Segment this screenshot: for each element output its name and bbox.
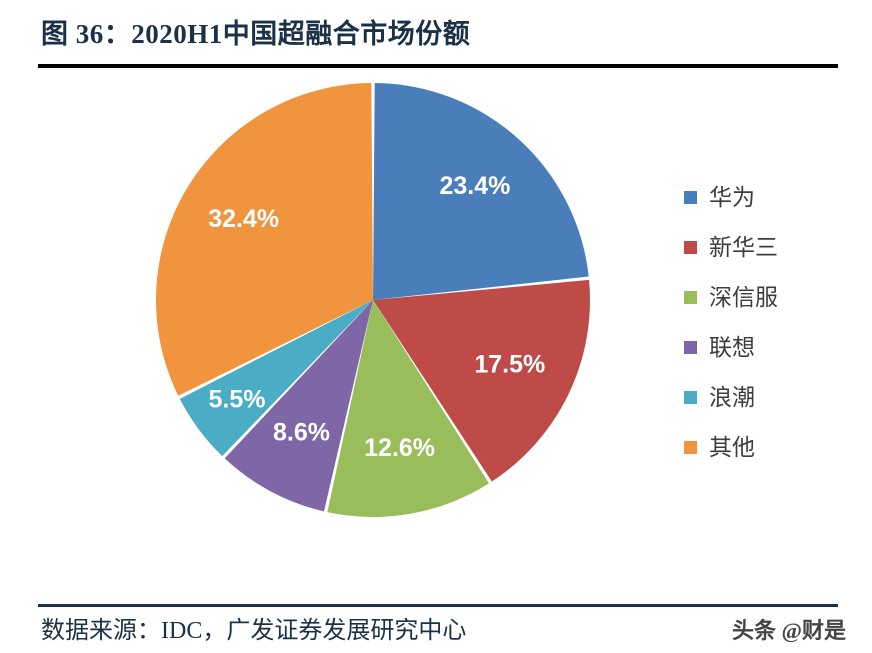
watermark: 头条 @财是	[732, 618, 846, 643]
legend-item-label: 浪潮	[709, 384, 755, 410]
legend-swatch-icon	[684, 390, 697, 404]
legend-item-浪潮[interactable]: 浪潮	[684, 372, 854, 422]
legend-item-其他[interactable]: 其他	[684, 422, 854, 472]
pie-slice-value-label: 32.4%	[208, 205, 279, 233]
legend-swatch-icon	[684, 190, 697, 204]
legend-swatch-icon	[684, 290, 697, 304]
legend-item-新华三[interactable]: 新华三	[684, 222, 854, 272]
legend-item-label: 华为	[709, 184, 755, 210]
source-note: 数据来源：IDC，广发证券发展研究中心	[41, 618, 467, 644]
legend-swatch-icon	[684, 440, 697, 454]
pie-slice-value-label: 23.4%	[439, 172, 510, 200]
pie-slice-value-label: 5.5%	[209, 385, 266, 413]
pie-chart-svg: 23.4% 17.5% 12.6% 8.6%5.5% 32.4%	[156, 83, 591, 518]
legend-item-label: 新华三	[709, 234, 778, 260]
legend-swatch-icon	[684, 340, 697, 354]
pie-chart: 23.4% 17.5% 12.6% 8.6% 5.5% 32.4% 华为新华三深信服联想浪…	[0, 72, 872, 600]
legend-item-华为[interactable]: 华为	[684, 172, 854, 222]
footer-divider	[38, 604, 838, 607]
legend-swatch-icon	[684, 240, 697, 254]
pie-slice-value-label: 17.5%	[474, 351, 545, 379]
pie-slice[interactable]	[373, 279, 591, 482]
legend-item-label: 深信服	[709, 284, 778, 310]
pie-slice-value-label: 8.6%	[273, 419, 330, 447]
pie-slice[interactable]	[156, 83, 373, 396]
header-divider	[38, 64, 838, 68]
pie-slice[interactable]	[327, 300, 489, 518]
figure-header: 图 36：2020H1中国超融合市场份额	[38, 8, 838, 66]
legend-item-label: 联想	[709, 334, 755, 360]
pie-slice-group	[156, 83, 591, 518]
pie-slice-label-group: 23.4% 17.5% 12.6% 8.6%5.5% 32.4%	[208, 172, 545, 462]
legend-item-label: 其他	[709, 434, 755, 460]
pie-slice[interactable]	[224, 300, 373, 512]
legend-item-联想[interactable]: 联想	[684, 322, 854, 372]
legend-item-深信服[interactable]: 深信服	[684, 272, 854, 322]
pie-slice[interactable]	[179, 300, 373, 457]
page-title: 图 36：2020H1中国超融合市场份额	[41, 19, 471, 49]
pie-slice[interactable]	[373, 83, 589, 300]
chart-legend: 华为新华三深信服联想浪潮其他	[684, 172, 854, 472]
pie-slice-value-label: 12.6%	[364, 434, 435, 462]
